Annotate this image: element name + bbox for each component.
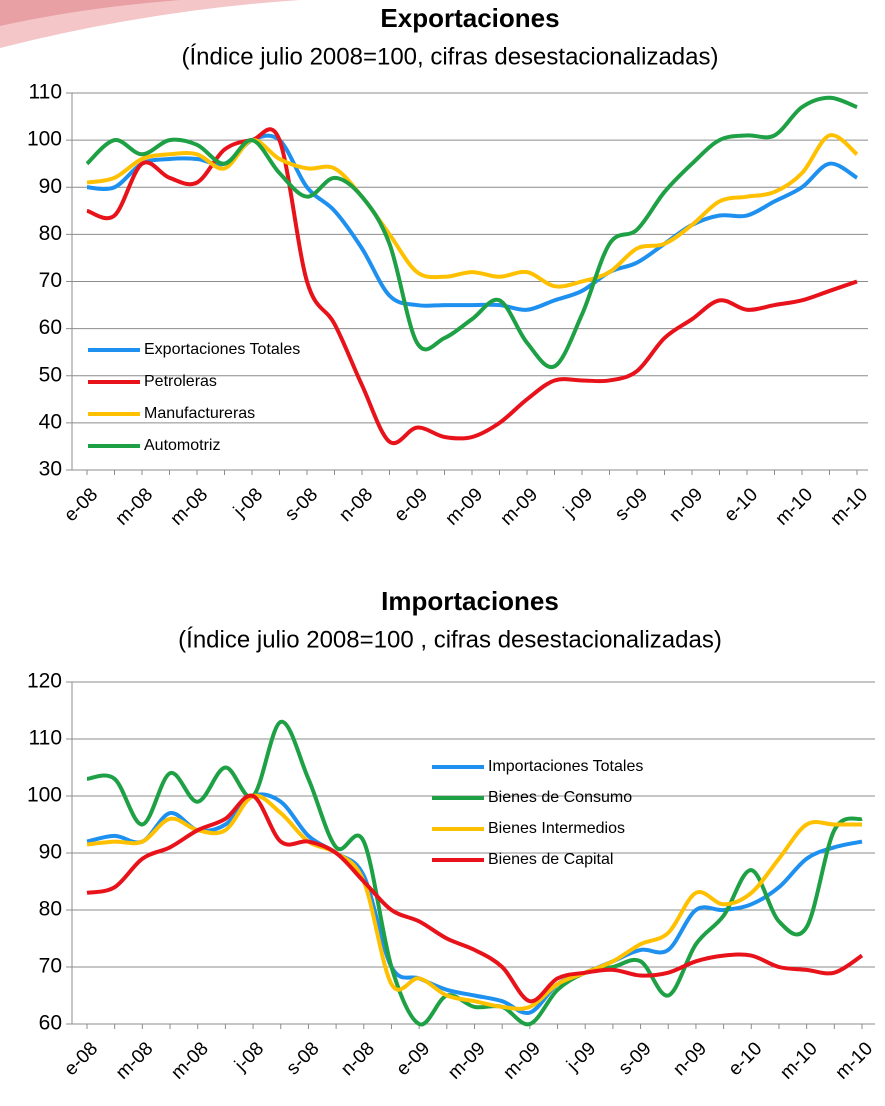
series-line bbox=[86, 793, 862, 1011]
x-tick-label: s-09 bbox=[615, 1038, 656, 1079]
x-tick-label: s-08 bbox=[281, 484, 322, 525]
legend-label: Petroleras bbox=[144, 373, 217, 390]
y-tick-label: 80 bbox=[39, 222, 62, 245]
x-tick-label: m-10 bbox=[776, 1038, 821, 1083]
x-tick-label: j-08 bbox=[230, 1038, 268, 1076]
y-tick-label: 120 bbox=[27, 670, 62, 693]
decoration bbox=[0, 0, 180, 26]
x-tick-label: n-09 bbox=[669, 1038, 711, 1080]
series-line bbox=[86, 792, 863, 1016]
y-tick-label: 110 bbox=[29, 727, 62, 750]
series-line bbox=[86, 719, 863, 1027]
x-tick-label: m-10 bbox=[832, 1038, 877, 1083]
chart-subtitle: (Índice julio 2008=100, cifras desestaci… bbox=[182, 43, 719, 70]
legend-label: Importaciones Totales bbox=[488, 758, 643, 775]
x-tick-label: m-09 bbox=[444, 1038, 489, 1083]
chart-title: Importaciones bbox=[381, 586, 559, 616]
x-tick-label: s-09 bbox=[611, 484, 652, 525]
chart-title: Exportaciones bbox=[380, 3, 559, 33]
x-tick-label: e-08 bbox=[60, 484, 102, 526]
x-tick-label: m-10 bbox=[772, 484, 817, 529]
y-tick-label: 90 bbox=[39, 175, 62, 198]
y-tick-label: 30 bbox=[39, 458, 62, 481]
y-tick-label: 110 bbox=[29, 81, 62, 104]
x-tick-label: s-08 bbox=[283, 1038, 324, 1079]
x-tick-label: e-10 bbox=[725, 1038, 767, 1080]
y-tick-label: 100 bbox=[27, 128, 62, 151]
x-tick-label: m-09 bbox=[499, 1038, 544, 1083]
x-tick-label: e-10 bbox=[720, 484, 762, 526]
legend-label: Automotriz bbox=[144, 437, 220, 454]
series-line bbox=[86, 793, 864, 1004]
y-tick-label: 70 bbox=[39, 955, 62, 978]
x-tick-label: m-10 bbox=[827, 484, 872, 529]
series-line bbox=[85, 95, 858, 370]
y-tick-label: 50 bbox=[39, 363, 62, 386]
legend-label: Bienes de Consumo bbox=[488, 789, 632, 806]
x-tick-label: m-08 bbox=[167, 1038, 212, 1083]
x-tick-label: j-09 bbox=[562, 1038, 600, 1076]
series-line bbox=[86, 133, 859, 289]
y-tick-label: 90 bbox=[39, 841, 62, 864]
x-tick-label: j-08 bbox=[229, 484, 267, 522]
y-tick-label: 40 bbox=[39, 410, 62, 433]
y-tick-label: 100 bbox=[27, 784, 62, 807]
legend-label: Bienes de Capital bbox=[488, 851, 613, 868]
x-tick-label: m-08 bbox=[112, 1038, 157, 1083]
x-tick-label: n-09 bbox=[665, 484, 707, 526]
legend-label: Exportaciones Totales bbox=[144, 341, 300, 358]
x-tick-label: e-09 bbox=[392, 1038, 434, 1080]
x-tick-label: n-08 bbox=[337, 1038, 379, 1080]
y-tick-label: 70 bbox=[39, 269, 62, 292]
series-line bbox=[86, 127, 858, 446]
x-tick-label: m-09 bbox=[442, 484, 487, 529]
x-tick-label: m-09 bbox=[497, 484, 542, 529]
decoration bbox=[0, 0, 300, 48]
y-tick-label: 60 bbox=[39, 1012, 62, 1035]
chart-subtitle: (Índice julio 2008=100 , cifras desestac… bbox=[178, 626, 722, 653]
x-tick-label: j-09 bbox=[559, 484, 597, 522]
y-tick-label: 60 bbox=[39, 316, 62, 339]
series-line bbox=[86, 133, 859, 312]
x-tick-label: n-08 bbox=[335, 484, 377, 526]
x-tick-label: e-09 bbox=[390, 484, 432, 526]
x-tick-label: m-08 bbox=[167, 484, 212, 529]
x-tick-label: e-08 bbox=[60, 1038, 102, 1080]
legend-label: Bienes Intermedios bbox=[488, 820, 625, 837]
y-tick-label: 80 bbox=[39, 898, 62, 921]
legend-label: Manufactureras bbox=[144, 405, 255, 422]
x-tick-label: m-08 bbox=[112, 484, 157, 529]
